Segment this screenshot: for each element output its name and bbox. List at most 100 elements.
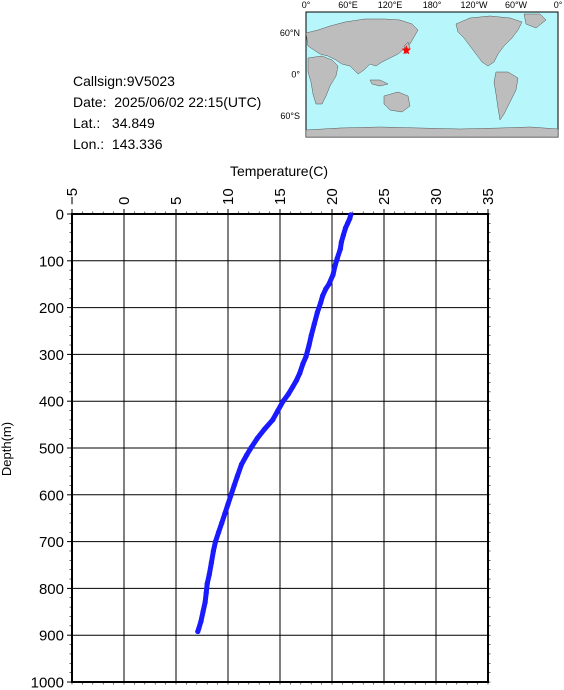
temperature-profile-point	[225, 501, 231, 507]
y-tick-label: 0	[56, 207, 64, 224]
temperature-profile-point	[210, 548, 216, 554]
temperature-profile-point	[231, 482, 237, 488]
x-tick-label-group: 30	[428, 188, 445, 205]
lon-value: 143.336	[111, 136, 163, 152]
y-tick-label: 700	[39, 534, 64, 551]
temperature-profile-point	[285, 391, 291, 397]
australia-landmass	[383, 91, 411, 113]
temperature-profile-point	[332, 262, 338, 269]
x-tick-label-group: 25	[376, 188, 393, 205]
temperature-profile-point	[320, 293, 326, 299]
greenland-landmass	[523, 13, 547, 29]
map-lat-tick-label: 60°S	[280, 111, 300, 121]
y-tick-label: 1000	[31, 675, 64, 690]
x-tick-label: 15	[272, 188, 289, 205]
temperature-profile-point	[270, 417, 276, 423]
antarctica-landmass	[305, 126, 559, 138]
temperature-profile-point	[347, 216, 353, 222]
x-tick-label-group: 20	[324, 188, 341, 205]
x-tick-label-group: 10	[220, 188, 237, 205]
temperature-profile-point	[200, 609, 206, 615]
temperature-profile-point	[297, 370, 303, 376]
temperature-profile-point	[330, 272, 336, 278]
temperature-profile-point	[294, 377, 300, 383]
temperature-profile-point	[234, 473, 240, 479]
temperature-profile-point	[340, 232, 346, 238]
y-tick-label: 200	[39, 300, 64, 317]
africa-landmass	[307, 55, 339, 105]
station-info: Callsign:9V5023 Date: 2025/06/02 22:15(U…	[73, 71, 261, 155]
x-tick-label-group: −5	[64, 188, 81, 205]
temperature-profile-point	[337, 246, 343, 252]
x-tick-label: 30	[428, 188, 445, 205]
temperature-profile-point	[334, 255, 340, 262]
temperature-profile-point	[248, 445, 254, 451]
map-lon-tick-label: 0°	[554, 0, 563, 10]
temperature-profile-point	[303, 354, 309, 360]
temperature-profile-point	[345, 220, 351, 226]
temperature-profile-point	[323, 286, 329, 292]
y-tick-label: 100	[39, 253, 64, 270]
y-tick-label: 500	[39, 441, 64, 458]
temperature-profile-point	[222, 510, 228, 517]
x-tick-label: 25	[376, 188, 393, 205]
indonesia-landmass	[369, 79, 389, 87]
x-tick-label: −5	[64, 188, 81, 205]
map-lon-tick-label: 0°	[302, 0, 311, 10]
temperature-profile-point	[280, 398, 286, 404]
temperature-profile-point	[216, 529, 222, 535]
lat-row: Lat.: 34.849	[73, 113, 261, 134]
map-latitude-ticks: 60°N 0° 60°S	[280, 28, 301, 121]
date-label: Date:	[73, 94, 107, 110]
temperature-profile-point	[300, 361, 306, 367]
station-marker	[401, 45, 412, 55]
x-tick-label: 0	[116, 197, 133, 205]
date-value: 2025/06/02 22:15(UTC)	[114, 94, 262, 110]
x-tick-label: 20	[324, 188, 341, 205]
temperature-profile-point	[204, 581, 210, 587]
callsign-value: 9V5023	[126, 73, 175, 89]
lat-value: 34.849	[111, 115, 155, 131]
temperature-profile-point	[195, 628, 201, 635]
chart-grid	[71, 213, 489, 683]
x-tick-label-group: 0	[116, 197, 133, 205]
temperature-profile-point	[244, 452, 250, 458]
x-tick-label-group: 35	[480, 188, 497, 205]
temperature-profile-point	[238, 461, 245, 467]
temperature-profile-point	[275, 408, 281, 414]
y-tick-label: 400	[39, 394, 64, 411]
chart-series	[195, 212, 354, 635]
plot-frame	[71, 213, 489, 683]
eurasia-landmass	[305, 18, 419, 75]
lon-row: Lon.: 143.336	[73, 134, 261, 155]
temperature-profile-point	[212, 539, 219, 545]
south-america-landmass	[493, 71, 519, 121]
temperature-profile-point	[289, 384, 296, 390]
y-axis-title: Depth(m)	[0, 422, 14, 476]
x-tick-label: 35	[480, 188, 497, 205]
y-tick-label: 300	[39, 347, 64, 364]
temperature-profile-point	[314, 309, 320, 315]
temperature-profile-point	[208, 560, 214, 566]
map-lon-tick-label: 120°E	[378, 0, 403, 10]
temperature-profile-point	[228, 492, 234, 498]
map-lon-tick-label: 60°E	[338, 0, 358, 10]
map-lon-tick-label: 120°W	[460, 0, 488, 10]
temperature-profile-point	[254, 436, 260, 442]
temperature-profile-point	[311, 321, 317, 327]
lon-label: Lon.:	[73, 136, 105, 152]
map-lat-tick-label: 0°	[291, 70, 300, 80]
map-lon-tick-label: 180°	[423, 0, 442, 10]
world-map: 0° 60°E 120°E 180° 120°W 60°W 0° 60°N 0° 60°S	[280, 0, 563, 138]
map-land	[305, 13, 559, 138]
map-lon-tick-label: 60°W	[505, 0, 528, 10]
y-tick-label: 900	[39, 628, 64, 645]
callsign-row: Callsign:9V5023	[73, 71, 261, 92]
temperature-profile-point	[198, 618, 204, 624]
temperature-profile-point	[326, 281, 332, 287]
temperature-profile-point	[308, 333, 314, 339]
x-axis-title: Temperature(C)	[230, 163, 328, 179]
temperature-profile-point	[338, 239, 344, 245]
callsign-label: Callsign:	[73, 73, 127, 89]
station-star-marker	[401, 45, 412, 55]
